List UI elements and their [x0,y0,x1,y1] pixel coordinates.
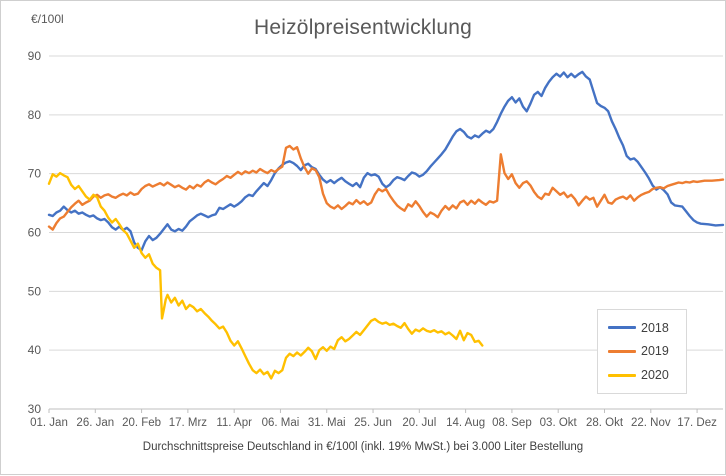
x-tick-label-13: 22. Nov [631,417,671,429]
x-tick-label-12: 28. Okt [586,417,624,429]
y-tick-label-60: 60 [28,226,42,240]
legend-item-2018: 2018 [608,321,686,335]
chart-legend: 2018 2019 2020 [597,309,687,394]
series-line-2019 [47,144,725,231]
x-tick-label-14: 17. Dez [677,417,717,429]
legend-label-2020: 2020 [641,368,669,383]
legend-swatch-2018 [608,326,636,330]
legend-swatch-2020 [608,373,636,377]
chart-caption: Durchschnittspreise Deutschland in €/100… [142,441,584,453]
x-tick-label-7: 25. Jun [354,417,392,429]
x-tick-label-11: 03. Okt [540,417,578,429]
legend-label-2019: 2019 [641,344,669,359]
x-tick-label-1: 26. Jan [76,417,114,429]
y-tick-label-80: 80 [28,108,42,122]
legend-swatch-2019 [608,349,636,353]
y-axis-unit-label: €/100l [31,12,64,26]
y-tick-label-30: 30 [28,402,42,416]
series-line-2018 [47,70,725,252]
y-tick-label-90: 90 [28,49,42,63]
x-tick-label-8: 20. Jul [402,417,436,429]
x-tick-label-2: 20. Feb [122,417,161,429]
x-tick-label-4: 11. Apr [216,417,252,429]
series-line-2020 [47,171,484,380]
chart-title: Heizölpreisentwicklung [254,16,472,39]
x-tick-label-5: 06. Mai [262,417,300,429]
x-tick-label-3: 17. Mrz [169,417,208,429]
x-tick-label-10: 08. Sep [492,417,532,429]
y-tick-label-70: 70 [28,167,42,181]
x-tick-label-6: 31. Mai [308,417,346,429]
legend-item-2020: 2020 [608,368,686,382]
x-tick-label-9: 14. Aug [446,417,485,429]
legend-label-2018: 2018 [641,320,669,335]
legend-item-2019: 2019 [608,344,686,358]
x-tick-label-0: 01. Jan [30,417,68,429]
y-tick-label-40: 40 [28,343,42,357]
y-tick-label-50: 50 [28,284,42,298]
